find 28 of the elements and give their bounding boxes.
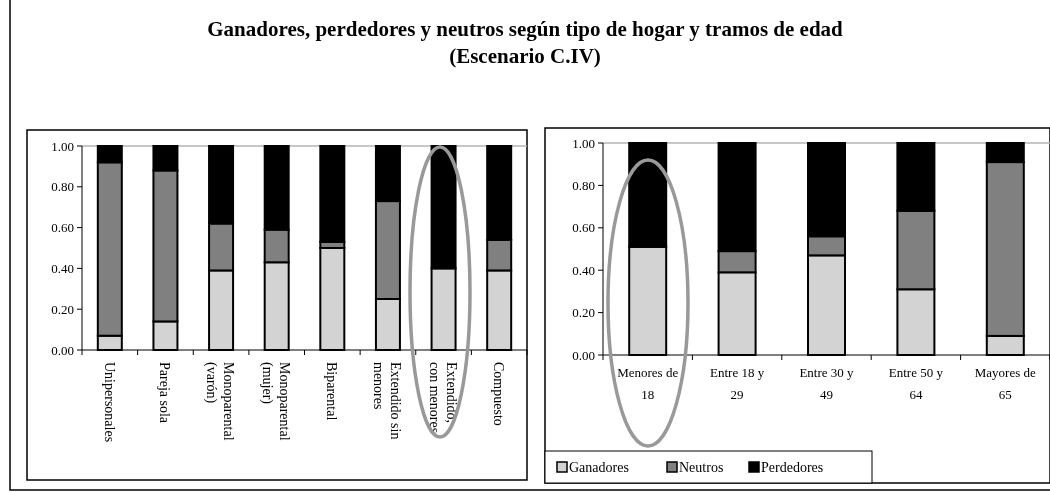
y-tick-label: 0.40: [51, 260, 74, 276]
x-tick-label: Biparental: [324, 362, 340, 421]
legend-label: Ganadores: [569, 460, 629, 475]
x-tick-label: Entre 18 y 29: [710, 365, 765, 402]
y-tick-label: 1.00: [572, 135, 595, 151]
y-tick-label: 0.20: [572, 305, 595, 321]
y-tick-label: 0.60: [51, 220, 74, 236]
x-tick-label: Compuesto: [491, 362, 507, 426]
x-tick-label: Monoparental (varón): [203, 362, 237, 441]
y-tick-label: 0.20: [51, 301, 74, 317]
x-tick-label: Extendido sin menores: [370, 362, 403, 440]
chart-title: Ganadores, perdedores y neutros según tipo de hogar y tramos de edad (Escenario C.IV): [207, 17, 844, 68]
x-tick-label: Entre 30 y 49: [799, 365, 855, 402]
y-tick-label: 0.60: [572, 220, 595, 236]
y-tick-label: 0.40: [572, 262, 595, 278]
y-tick-label: 1.00: [51, 138, 74, 154]
x-tick-label: Pareja sola: [157, 362, 173, 424]
y-tick-label: 0.00: [572, 347, 595, 363]
x-tick-label: Menores de 18: [617, 365, 679, 402]
y-tick-label: 0.80: [51, 179, 74, 195]
x-tick-label: Mayores de 65: [974, 365, 1037, 402]
y-tick-label: 0.00: [51, 342, 74, 358]
x-tick-label: Monoparental (mujer): [258, 362, 292, 441]
legend-label: Perdedores: [761, 460, 824, 475]
legend-label: Neutros: [679, 460, 724, 475]
y-tick-label: 0.80: [572, 177, 595, 193]
x-tick-label: Entre 50 y 64: [888, 365, 944, 402]
x-tick-label: Unipersonales: [101, 362, 117, 443]
